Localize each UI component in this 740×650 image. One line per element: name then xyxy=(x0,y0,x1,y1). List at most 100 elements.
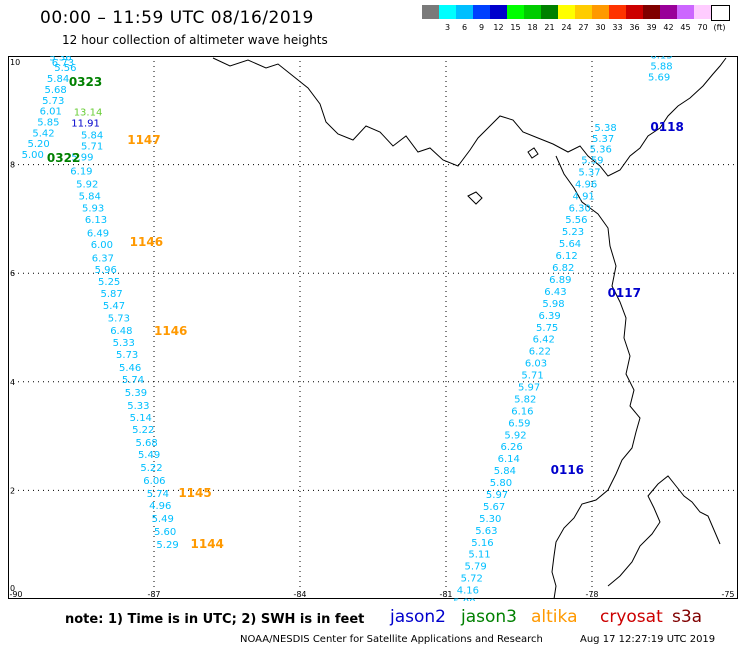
wave-height-value: 6.15 xyxy=(650,56,672,62)
wave-height-value: 5.84 xyxy=(47,74,69,85)
wave-height-value: 6.19 xyxy=(70,166,92,177)
wave-height-value: 6.73 xyxy=(52,58,74,69)
wave-height-value: 5.36 xyxy=(590,145,612,156)
wave-height-value: 5.00 xyxy=(22,150,44,161)
wave-height-value: 6.13 xyxy=(85,215,107,226)
wave-height-value: 5.84 xyxy=(79,191,101,202)
wave-height-value: 6.00 xyxy=(91,240,113,251)
generated-timestamp: Aug 17 12:27:19 UTC 2019 xyxy=(580,634,716,645)
wave-height-value: 5.56 xyxy=(565,215,587,226)
wave-height-value: 5.69 xyxy=(648,72,670,83)
wave-height-value: 5.56 xyxy=(54,63,76,74)
colorbar-swatch xyxy=(711,5,730,21)
colorbar-label: 27 xyxy=(578,23,589,32)
coastline-central-america xyxy=(212,57,727,177)
footer-note: note: 1) Time is in UTC; 2) SWH is in fe… xyxy=(65,612,365,627)
y-tick-label: 10 xyxy=(10,58,20,67)
pass-time-label: 1146 xyxy=(154,324,187,338)
colorbar-swatch xyxy=(660,5,677,19)
wave-height-value: 5.49 xyxy=(138,450,160,461)
wave-height-value: 4.16 xyxy=(457,586,479,597)
wave-height-value: 11.91 xyxy=(71,119,100,130)
wave-height-value: 5.98 xyxy=(542,299,564,310)
colorbar-label: 36 xyxy=(629,23,640,32)
wave-height-value: 6.49 xyxy=(87,228,109,239)
pass-time-label: 0118 xyxy=(650,120,683,134)
wave-height-value: 6.59 xyxy=(508,418,530,429)
wave-height-value: 5.00 xyxy=(453,598,475,601)
wave-height-value: 5.47 xyxy=(103,301,125,312)
wave-height-value: 5.36 xyxy=(49,56,71,63)
wave-height-value: 5.22 xyxy=(140,463,162,474)
x-tick-label: -84 xyxy=(293,590,306,599)
wave-height-value: 5.97 xyxy=(518,382,540,393)
wave-height-value: 5.16 xyxy=(471,538,493,549)
wave-height-value: 5.75 xyxy=(536,323,558,334)
colorbar-label: 70 xyxy=(697,23,708,32)
wave-height-value: 5.42 xyxy=(32,128,54,139)
colorbar-label: 30 xyxy=(595,23,606,32)
coastline-colombia-pacific xyxy=(551,155,641,600)
wave-height-value: 5.97 xyxy=(486,490,508,501)
colorbar-label: 6 xyxy=(461,23,468,32)
wave-height-value: 4.96 xyxy=(149,501,171,512)
wave-height-value: 5.71 xyxy=(81,141,103,152)
wave-height-value: 6.89 xyxy=(549,275,571,286)
colorbar-swatch xyxy=(507,5,524,19)
wave-height-value: 5.63 xyxy=(475,526,497,537)
wave-height-value: 5.49 xyxy=(152,514,174,525)
wave-height-value: 5.99 xyxy=(71,152,93,163)
y-tick-label: 0 xyxy=(10,584,15,593)
wave-height-value: 5.23 xyxy=(562,227,584,238)
colorbar-label: 15 xyxy=(510,23,521,32)
wave-height-value: 5.96 xyxy=(95,265,117,276)
colorbar-swatch xyxy=(490,5,507,19)
wave-height-value: 6.06 xyxy=(143,476,165,487)
colorbar-label: 12 xyxy=(493,23,504,32)
wave-height-value: 5.74 xyxy=(147,489,169,500)
colorbar-label: 24 xyxy=(561,23,572,32)
wave-height-value: 5.59 xyxy=(581,156,603,167)
wave-height-value: 5.74 xyxy=(122,375,144,386)
credit-line: NOAA/NESDIS Center for Satellite Applica… xyxy=(240,634,543,645)
pass-time-label: 1146 xyxy=(130,235,163,249)
wave-height-value: 6.01 xyxy=(40,107,62,118)
wave-height-value: 5.92 xyxy=(504,430,526,441)
wave-height-value: 5.79 xyxy=(464,562,486,573)
wave-height-value: 5.72 xyxy=(461,574,483,585)
colorbar-swatch xyxy=(541,5,558,19)
island-coiba xyxy=(467,191,483,205)
colorbar-label xyxy=(422,23,439,32)
wave-height-value: 6.30 xyxy=(569,203,591,214)
coastline-ecuador xyxy=(607,475,721,587)
wave-height-value: 5.46 xyxy=(119,363,141,374)
pass-time-label: 1147 xyxy=(127,133,160,147)
wave-height-value: 5.82 xyxy=(514,394,536,405)
wave-height-value: 5.92 xyxy=(76,179,98,190)
wave-height-value: 5.73 xyxy=(116,350,138,361)
island-pearls xyxy=(527,147,539,159)
wave-height-value: 5.30 xyxy=(479,514,501,525)
wave-height-value: 5.20 xyxy=(27,139,49,150)
pass-time-label: 0323 xyxy=(69,75,102,89)
colorbar-label: 33 xyxy=(612,23,623,32)
colorbar-swatch xyxy=(643,5,660,19)
wave-height-value: 13.14 xyxy=(74,108,103,119)
wave-height-value: 5.87 xyxy=(100,289,122,300)
colorbar-label: 3 xyxy=(444,23,451,32)
colorbar-swatch xyxy=(422,5,439,19)
wave-height-value: 6.03 xyxy=(525,359,547,370)
colorbar-swatch xyxy=(626,5,643,19)
wave-height-value: 6.12 xyxy=(556,251,578,262)
wave-height-value: 5.60 xyxy=(154,527,176,538)
colorbar-swatch xyxy=(439,5,456,19)
y-tick-label: 8 xyxy=(10,161,15,170)
pass-time-label: 1145 xyxy=(178,486,211,500)
x-tick-label: -87 xyxy=(147,590,160,599)
x-tick-label: -81 xyxy=(439,590,452,599)
colorbar-swatch xyxy=(677,5,694,19)
colorbar-label: 9 xyxy=(478,23,485,32)
wave-height-value: 5.14 xyxy=(130,413,152,424)
wave-height-value: 5.71 xyxy=(521,371,543,382)
colorbar-swatch xyxy=(609,5,626,19)
